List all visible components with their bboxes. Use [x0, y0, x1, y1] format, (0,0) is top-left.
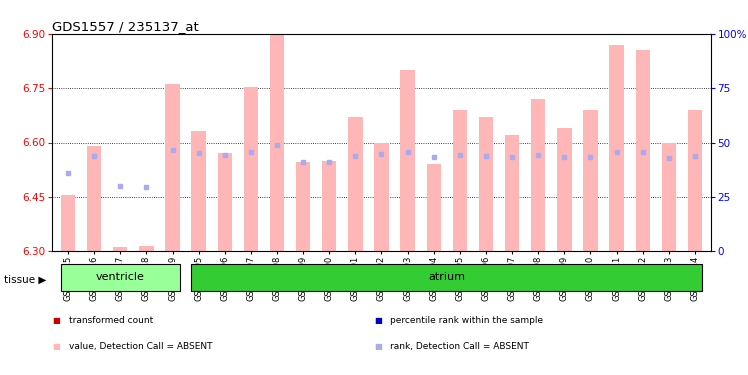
- Bar: [348, 117, 363, 251]
- Text: ■: ■: [52, 342, 61, 351]
- Bar: [687, 110, 702, 251]
- Bar: [636, 50, 650, 251]
- Bar: [191, 264, 702, 291]
- Bar: [374, 142, 389, 251]
- Bar: [113, 247, 127, 251]
- Text: GDS1557 / 235137_at: GDS1557 / 235137_at: [52, 20, 199, 33]
- Bar: [139, 246, 153, 251]
- Text: value, Detection Call = ABSENT: value, Detection Call = ABSENT: [69, 342, 212, 351]
- Bar: [218, 153, 232, 251]
- Text: ventricle: ventricle: [96, 272, 144, 282]
- Bar: [426, 164, 441, 251]
- Bar: [662, 142, 676, 251]
- Text: ■: ■: [374, 316, 382, 325]
- Bar: [270, 34, 284, 251]
- Bar: [610, 45, 624, 251]
- Bar: [479, 117, 493, 251]
- Bar: [191, 131, 206, 251]
- Text: transformed count: transformed count: [69, 316, 153, 325]
- Text: percentile rank within the sample: percentile rank within the sample: [390, 316, 544, 325]
- Bar: [557, 128, 571, 251]
- Bar: [165, 84, 180, 251]
- Bar: [244, 87, 258, 251]
- Bar: [400, 70, 415, 251]
- Text: ■: ■: [374, 342, 382, 351]
- Bar: [87, 146, 101, 251]
- Bar: [583, 110, 598, 251]
- Bar: [453, 110, 467, 251]
- Text: ■: ■: [52, 316, 61, 325]
- Text: atrium: atrium: [429, 272, 465, 282]
- Bar: [505, 135, 519, 251]
- Bar: [322, 161, 337, 251]
- Bar: [61, 195, 76, 251]
- Text: rank, Detection Call = ABSENT: rank, Detection Call = ABSENT: [390, 342, 530, 351]
- Bar: [296, 162, 310, 251]
- Text: tissue ▶: tissue ▶: [4, 274, 46, 284]
- Bar: [61, 264, 180, 291]
- Bar: [531, 99, 545, 251]
